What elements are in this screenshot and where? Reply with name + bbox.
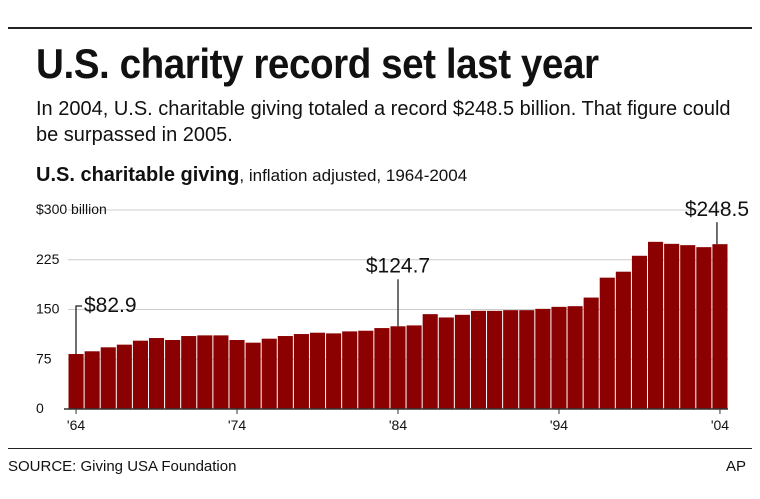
y-tick-label: 75	[36, 350, 52, 366]
top-rule	[8, 27, 752, 29]
bar	[664, 243, 680, 409]
y-tick-label: 225	[36, 251, 60, 267]
bar	[712, 244, 728, 409]
bar	[680, 245, 696, 409]
annotation-label: $248.5	[685, 198, 749, 221]
x-tick-label: '74	[228, 417, 246, 433]
y-tick-label: 150	[36, 301, 60, 317]
bar	[148, 338, 165, 409]
bar	[181, 336, 197, 409]
source-note: SOURCE: Giving USA Foundation	[8, 458, 237, 475]
chart-title: U.S. charitable giving, inflation adjust…	[36, 164, 467, 187]
bar	[454, 314, 470, 409]
bar	[293, 334, 309, 409]
intro-text: In 2004, U.S. charitable giving totaled …	[36, 98, 731, 146]
annotation-label: $124.7	[366, 254, 430, 277]
bar	[422, 314, 438, 409]
x-tick-label: '84	[389, 417, 407, 433]
bar	[487, 310, 503, 409]
bar	[326, 333, 342, 409]
bar	[374, 328, 390, 409]
bar	[599, 277, 615, 409]
bar	[406, 325, 422, 409]
bar	[631, 255, 648, 409]
bar	[165, 340, 181, 409]
bar	[309, 332, 326, 409]
bar	[213, 335, 229, 409]
credit: AP	[725, 458, 746, 475]
bar	[615, 271, 631, 409]
bar	[696, 247, 712, 409]
bar	[84, 351, 100, 409]
bar	[261, 338, 277, 409]
bottom-rule	[8, 448, 752, 449]
bar	[390, 326, 406, 409]
bar	[551, 306, 567, 409]
x-tick-label: '64	[67, 417, 85, 433]
bar	[197, 335, 213, 409]
bar	[567, 306, 583, 409]
x-tick-label: '94	[550, 417, 568, 433]
annotation-leader	[75, 305, 82, 355]
bar	[116, 344, 132, 409]
bar	[132, 340, 148, 409]
bar	[68, 354, 84, 409]
chart-title-main: U.S. charitable giving	[36, 164, 240, 186]
y-tick-label: 0	[36, 400, 44, 416]
bar	[358, 330, 374, 409]
headline: U.S. charity record set last year	[36, 40, 599, 87]
chart-subtitle: , inflation adjusted, 1964-2004	[239, 166, 468, 185]
bar	[438, 317, 454, 409]
bar	[277, 336, 293, 409]
y-tick-label: $300 billion	[36, 201, 107, 217]
bar	[583, 297, 599, 409]
x-tick-label: '04	[711, 417, 729, 433]
bar	[342, 331, 358, 409]
bar	[648, 241, 664, 409]
bar	[519, 310, 535, 409]
bar	[503, 310, 519, 409]
bar	[229, 340, 245, 409]
bar	[470, 310, 487, 409]
bar	[100, 347, 116, 409]
bar	[245, 342, 261, 409]
annotation-label: $82.9	[84, 294, 137, 317]
bar	[535, 308, 551, 409]
